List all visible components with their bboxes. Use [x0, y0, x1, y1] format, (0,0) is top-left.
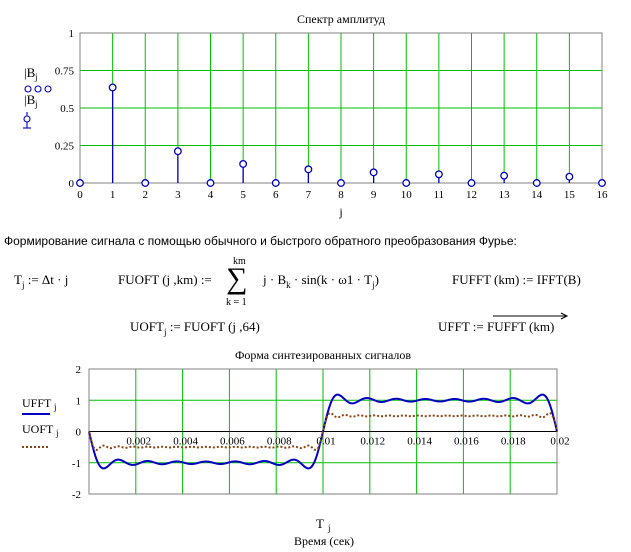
chart2-title: Форма синтезированных сигналов	[235, 348, 411, 362]
formula-ufft: UFFT := FUFFT (km)	[438, 319, 555, 334]
chart1-point	[434, 170, 443, 179]
chart1-xtick-label: 8	[338, 189, 344, 201]
chart1-legend-marker	[44, 85, 52, 93]
chart1-title: Спектр амплитуд	[297, 12, 385, 26]
chart1-point	[173, 147, 182, 156]
chart1-ylabel-2-sub: j	[34, 99, 38, 109]
chart1-point	[500, 171, 509, 180]
formula-uoft-lhs: UOFT	[130, 319, 164, 334]
chart1-xtick-label: 2	[143, 189, 149, 201]
formula-fuoft: FUOFT (j ,km) :=	[118, 272, 212, 288]
chart1-xtick-label: 4	[208, 189, 214, 201]
chart2-xtick-label: 0.004	[173, 436, 198, 448]
chart1-point	[108, 83, 117, 92]
sum-body-sub2: j	[372, 280, 375, 290]
chart1-ylabel-1-sub: j	[34, 72, 38, 82]
chart1-ylabel-2: |B	[24, 92, 36, 107]
formula-tj-rhs: := Δt · j	[27, 272, 69, 287]
formula-fuoft-lhs: FUOFT (j ,km) :=	[118, 272, 212, 287]
chart2-xlabel: T	[316, 516, 324, 531]
chart1-point	[141, 179, 150, 187]
chart1-xtick-label: 15	[564, 189, 576, 201]
chart1-xtick-label: 10	[401, 189, 413, 201]
chart1-xtick-label: 12	[466, 189, 477, 201]
chart1-ytick-label: 1	[69, 28, 75, 40]
sum-body-a: j · B	[263, 272, 287, 287]
chart1-point	[76, 179, 84, 187]
chart1-point	[271, 179, 280, 187]
chart2-ytick-label: -1	[72, 458, 81, 470]
chart2-xtick-label: 0.018	[501, 436, 526, 448]
chart2-ytick-label: -2	[72, 489, 81, 501]
chart1-point	[239, 159, 248, 168]
chart1-ytick-label: 0	[69, 178, 75, 190]
chart2-legend-2-sub: j	[55, 428, 59, 438]
sum-body-sub: k	[286, 280, 291, 290]
sum-symbol: ∑	[226, 262, 248, 295]
chart1-point	[337, 179, 345, 187]
chart1-point	[565, 172, 574, 181]
chart1-xtick-label: 3	[175, 189, 181, 201]
chart2-xtick-label: 0.008	[267, 436, 292, 448]
chart2-xtick-label: 0.016	[454, 436, 479, 448]
chart2-ytick-label: 1	[76, 395, 82, 407]
chart1-legend-stem-marker	[23, 115, 31, 123]
sum-body-end: )	[374, 272, 379, 287]
chart2-legend-1-label: UFFT	[22, 396, 52, 410]
chart1-ytick-label: 0.75	[55, 66, 75, 78]
chart1-point	[304, 165, 313, 174]
chart1-legend-marker	[24, 85, 32, 93]
formula-uoft-sub: j	[163, 327, 167, 337]
chart2-legend-2-label: UOFT	[22, 422, 54, 436]
chart2-xtick-label: 0.014	[407, 436, 432, 448]
chart2-legend-1-sub: j	[53, 402, 57, 412]
chart1-xlabel: j	[338, 205, 342, 219]
chart1-legend-marker	[34, 85, 42, 93]
formula-tj-lhs: T	[14, 272, 22, 287]
chart1-xtick-label: 1	[110, 189, 116, 201]
chart2-xtick-label: 0.02	[550, 436, 569, 448]
formula-fufft: FUFFT (km) := IFFT(B)	[452, 272, 581, 287]
chart2-ytick-label: 2	[76, 364, 82, 376]
chart2-xlabel-sub: j	[327, 523, 331, 533]
chart1-point	[206, 179, 215, 187]
chart2-xtick-label: 0.012	[360, 436, 385, 448]
formula-tj: Tj := Δt · j	[14, 272, 69, 290]
sum-top: km	[233, 256, 246, 267]
chart1-xtick-label: 11	[434, 189, 445, 201]
chart1-xtick-label: 7	[306, 189, 312, 201]
chart1-xtick-label: 14	[531, 189, 543, 201]
chart1-xtick-label: 5	[240, 189, 246, 201]
chart1-point	[402, 179, 411, 187]
formula-tj-sub: j	[21, 280, 25, 290]
formula-uoft: UOFTj := FUOFT (j ,64)	[130, 319, 260, 337]
chart2-series-ufft	[88, 393, 558, 470]
chart1-xtick-label: 6	[273, 189, 279, 201]
chart2-ytick-label: 0	[76, 427, 82, 439]
chart2-xtick-label: 0.006	[220, 436, 245, 448]
chart1-xtick-label: 13	[499, 189, 511, 201]
chart2-xlabel-2: Время (сек)	[294, 534, 354, 548]
chart1-ylabel-1: |B	[24, 65, 36, 80]
formula-uoft-rhs: := FUOFT (j ,64)	[169, 319, 260, 334]
sum-bottom: k = 1	[226, 297, 247, 308]
chart2-xtick-label: 0.002	[126, 436, 151, 448]
sum-body: j · Bk · sin(k · ω1 · Tj)	[263, 272, 379, 290]
chart1-point	[532, 179, 541, 187]
chart1-xtick-label: 9	[371, 189, 377, 201]
chart1-point	[598, 179, 606, 187]
chart1-ytick-label: 0.5	[60, 103, 74, 115]
sum-body-b: · sin(k · ω1 · T	[290, 272, 373, 287]
chart2-series-uoft	[88, 412, 558, 451]
chart1-point	[467, 179, 476, 187]
chart1-xtick-label: 0	[77, 189, 83, 201]
chart1-ytick-label: 0.25	[55, 141, 75, 153]
chart1-point	[369, 168, 378, 177]
section-heading: Формирование сигнала с помощью обычного …	[4, 234, 517, 248]
chart1-xtick-label: 16	[597, 189, 609, 201]
